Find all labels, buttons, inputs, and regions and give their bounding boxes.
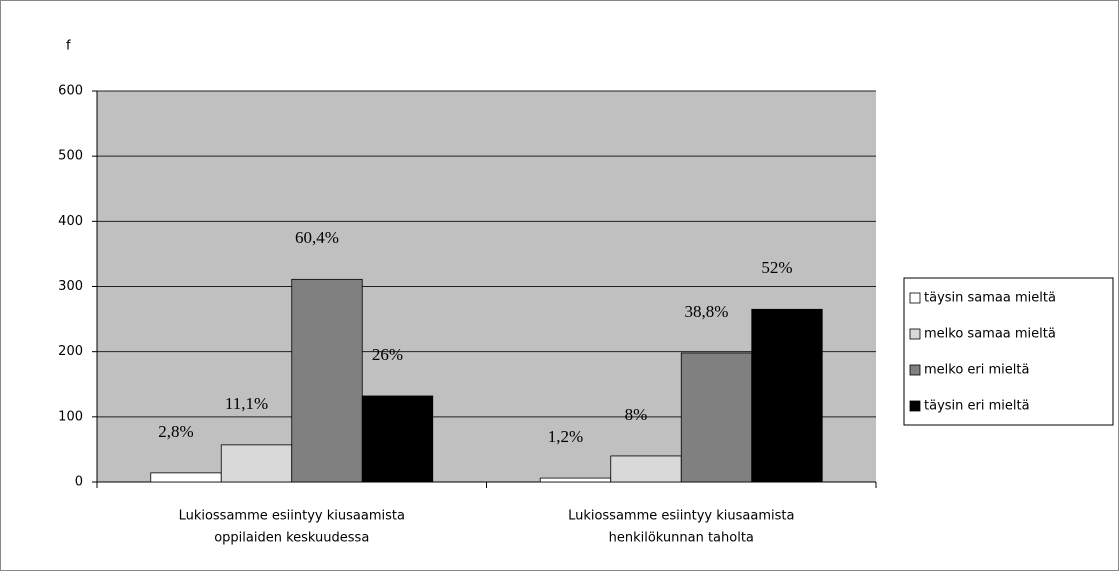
- legend-swatch: [909, 364, 921, 376]
- bar-label: 60,4%: [295, 228, 339, 247]
- bar-label: 2,8%: [158, 422, 193, 441]
- bar: [610, 455, 682, 483]
- y-tick-label: 300: [58, 279, 83, 294]
- bar: [361, 395, 434, 483]
- y-tick-label: 0: [75, 475, 83, 490]
- y-tick-label: 400: [58, 214, 83, 229]
- x-tick-label: Lukiossamme esiintyy kiusaamista: [179, 509, 405, 524]
- legend-label: täysin samaa mieltä: [924, 291, 1056, 306]
- legend-label: melko samaa mieltä: [924, 327, 1056, 342]
- bar-label: 52%: [761, 258, 792, 277]
- legend-swatch: [909, 400, 921, 412]
- bar: [751, 308, 823, 483]
- x-tick-label: oppilaiden keskuudessa: [214, 531, 369, 546]
- y-tick-label: 200: [58, 344, 83, 359]
- legend-swatch: [909, 328, 921, 340]
- bar: [680, 352, 753, 483]
- bar-label: 1,2%: [548, 427, 583, 446]
- x-tick-label: Lukiossamme esiintyy kiusaamista: [568, 509, 794, 524]
- legend-label: täysin eri mieltä: [924, 399, 1030, 414]
- y-axis-label: f: [66, 39, 71, 54]
- legend-box: [903, 277, 1114, 426]
- bar-label: 26%: [372, 345, 403, 364]
- y-tick-label: 100: [58, 409, 83, 424]
- bar-label: 8%: [625, 405, 648, 424]
- y-tick-label: 500: [58, 149, 83, 164]
- y-tick-label: 600: [58, 84, 83, 99]
- legend-swatch: [909, 292, 921, 304]
- bar: [291, 278, 363, 483]
- legend-label: melko eri mieltä: [924, 363, 1029, 378]
- bar-label: 38,8%: [685, 302, 729, 321]
- bar-label: 11,1%: [225, 394, 268, 413]
- bar: [220, 444, 293, 483]
- bar: [150, 472, 222, 483]
- x-tick-label: henkilökunnan taholta: [609, 531, 754, 546]
- bar: [539, 477, 612, 483]
